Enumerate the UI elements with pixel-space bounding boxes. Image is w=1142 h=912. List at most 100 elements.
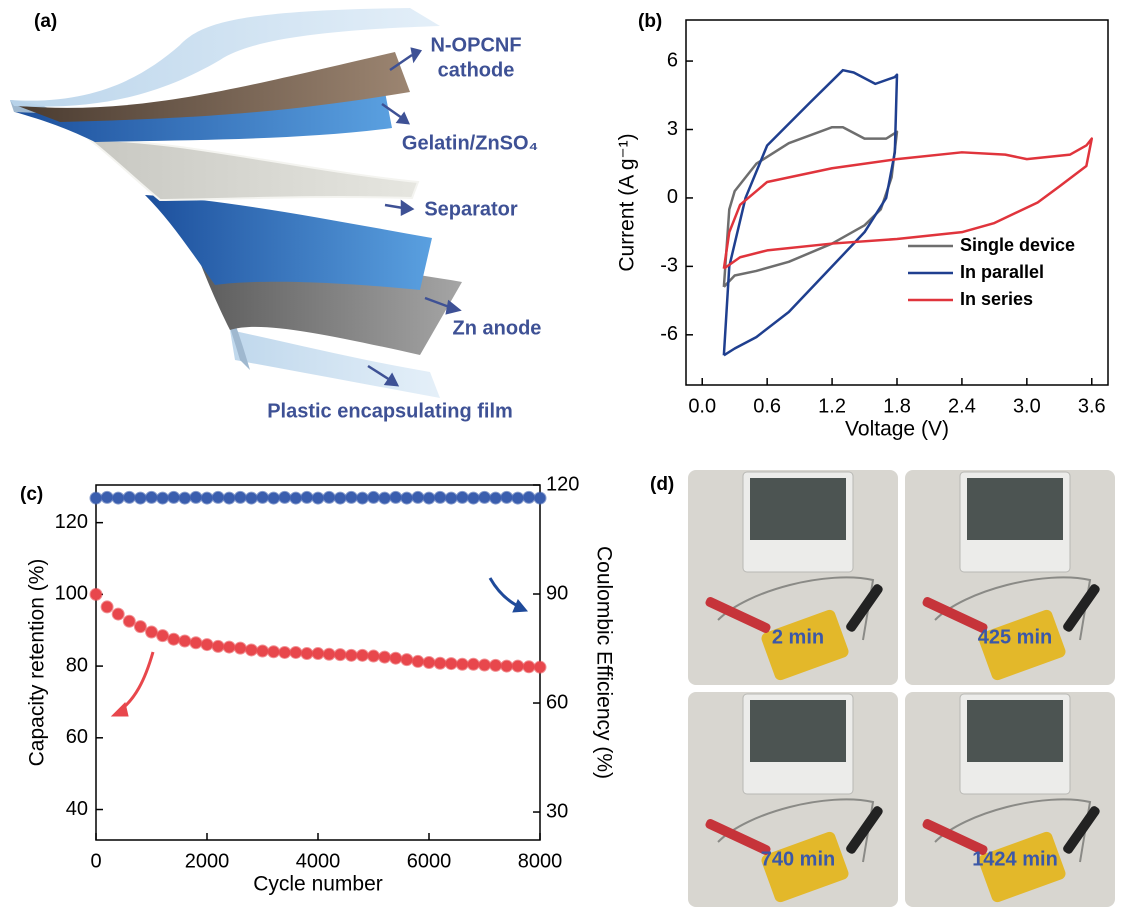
data-point (168, 492, 179, 503)
panel-label: (b) (638, 11, 662, 32)
cv-curve (724, 127, 897, 287)
data-point (146, 627, 157, 638)
y2-tick-label: 90 (546, 582, 568, 604)
data-point (535, 493, 546, 504)
y-tick-label: 60 (66, 726, 88, 748)
y-tick-label: 0 (667, 186, 678, 208)
data-point (246, 493, 257, 504)
data-point (490, 493, 501, 504)
data-point (290, 647, 301, 658)
data-point (501, 661, 512, 672)
data-point (412, 492, 423, 503)
figure: (a) N-OPCNF cathode Gelatin/ZnSO₄ Separa… (0, 0, 1142, 912)
time-label: 740 min (761, 848, 835, 870)
data-point (368, 651, 379, 662)
electrolyte-lower-layer (145, 195, 432, 290)
data-point (124, 616, 135, 627)
data-point (435, 658, 446, 669)
data-point (479, 492, 490, 503)
data-point (113, 609, 124, 620)
data-point (279, 647, 290, 658)
data-point (346, 650, 357, 661)
legend-label: In series (960, 289, 1033, 309)
data-point (379, 493, 390, 504)
axis-arrows (112, 578, 527, 716)
data-point (213, 492, 224, 503)
photo-grid: (d) 2 min 425 min 740 min 1424 min (650, 470, 1115, 907)
data-point (102, 492, 113, 503)
data-point (390, 653, 401, 664)
data-point (235, 643, 246, 654)
data-point (390, 492, 401, 503)
data-point (424, 493, 435, 504)
layer-label: Zn anode (453, 317, 542, 339)
x-tick-label: 6000 (407, 850, 452, 872)
chart: (b)0.00.61.21.82.43.03.6-6-3036Voltage (… (616, 11, 1108, 441)
y2-tick-label: 120 (546, 473, 579, 495)
x-tick-label: 0.6 (753, 395, 781, 417)
separator-layer (90, 140, 418, 200)
data-point (490, 660, 501, 671)
data-point (135, 621, 146, 632)
data-point (202, 639, 213, 650)
time-label: 2 min (772, 626, 824, 648)
data-point (523, 492, 534, 503)
y-axis-label: Capacity retention (%) (26, 559, 49, 767)
data-point (368, 492, 379, 503)
data-point (468, 493, 479, 504)
y2-axis-label: Coulombic Efficiency (%) (592, 546, 615, 779)
y-tick-label: 3 (667, 118, 678, 140)
data-point (501, 492, 512, 503)
panel-label: (d) (650, 474, 674, 495)
data-point (479, 660, 490, 671)
x-tick-label: 1.2 (818, 395, 846, 417)
data-point (91, 493, 102, 504)
x-tick-label: 3.6 (1078, 395, 1106, 417)
data-point (157, 630, 168, 641)
data-point (324, 649, 335, 660)
panel-label: (c) (20, 484, 43, 505)
layer-label: cathode (438, 59, 515, 81)
data-point (179, 635, 190, 646)
time-label: 425 min (978, 626, 1052, 648)
data-point (424, 657, 435, 668)
data-point (457, 492, 468, 503)
data-point (113, 493, 124, 504)
x-tick-label: 0.0 (688, 395, 716, 417)
data-point (168, 634, 179, 645)
chart: (c)0200040006000800040608010012030609012… (20, 473, 615, 895)
data-point (357, 493, 368, 504)
data-point (135, 493, 146, 504)
thermometer-screen (967, 478, 1063, 540)
thermometer-screen (750, 700, 846, 762)
y-tick-label: -6 (660, 323, 678, 345)
data-point (224, 642, 235, 653)
layer-diagram: (a) N-OPCNF cathode Gelatin/ZnSO₄ Separa… (10, 8, 541, 422)
y-tick-label: 120 (55, 511, 88, 533)
data-point (379, 652, 390, 663)
layer-label: Separator (424, 198, 518, 220)
data-point (124, 492, 135, 503)
data-point (357, 650, 368, 661)
data-point (102, 601, 113, 612)
y-tick-label: 80 (66, 654, 88, 676)
data-point (268, 493, 279, 504)
data-point (301, 492, 312, 503)
x-tick-label: 2.4 (948, 395, 976, 417)
data-point (213, 641, 224, 652)
data-point (457, 659, 468, 670)
data-point (468, 659, 479, 670)
data-point (246, 644, 257, 655)
y2-tick-label: 30 (546, 800, 568, 822)
y2-tick-label: 60 (546, 691, 568, 713)
data-point (224, 493, 235, 504)
x-tick-label: 0 (90, 850, 101, 872)
data-point (401, 493, 412, 504)
data-point (257, 492, 268, 503)
data-point (324, 492, 335, 503)
time-label: 1424 min (972, 848, 1058, 870)
data-point (401, 654, 412, 665)
data-point (91, 589, 102, 600)
data-point (257, 646, 268, 657)
data-point (435, 492, 446, 503)
